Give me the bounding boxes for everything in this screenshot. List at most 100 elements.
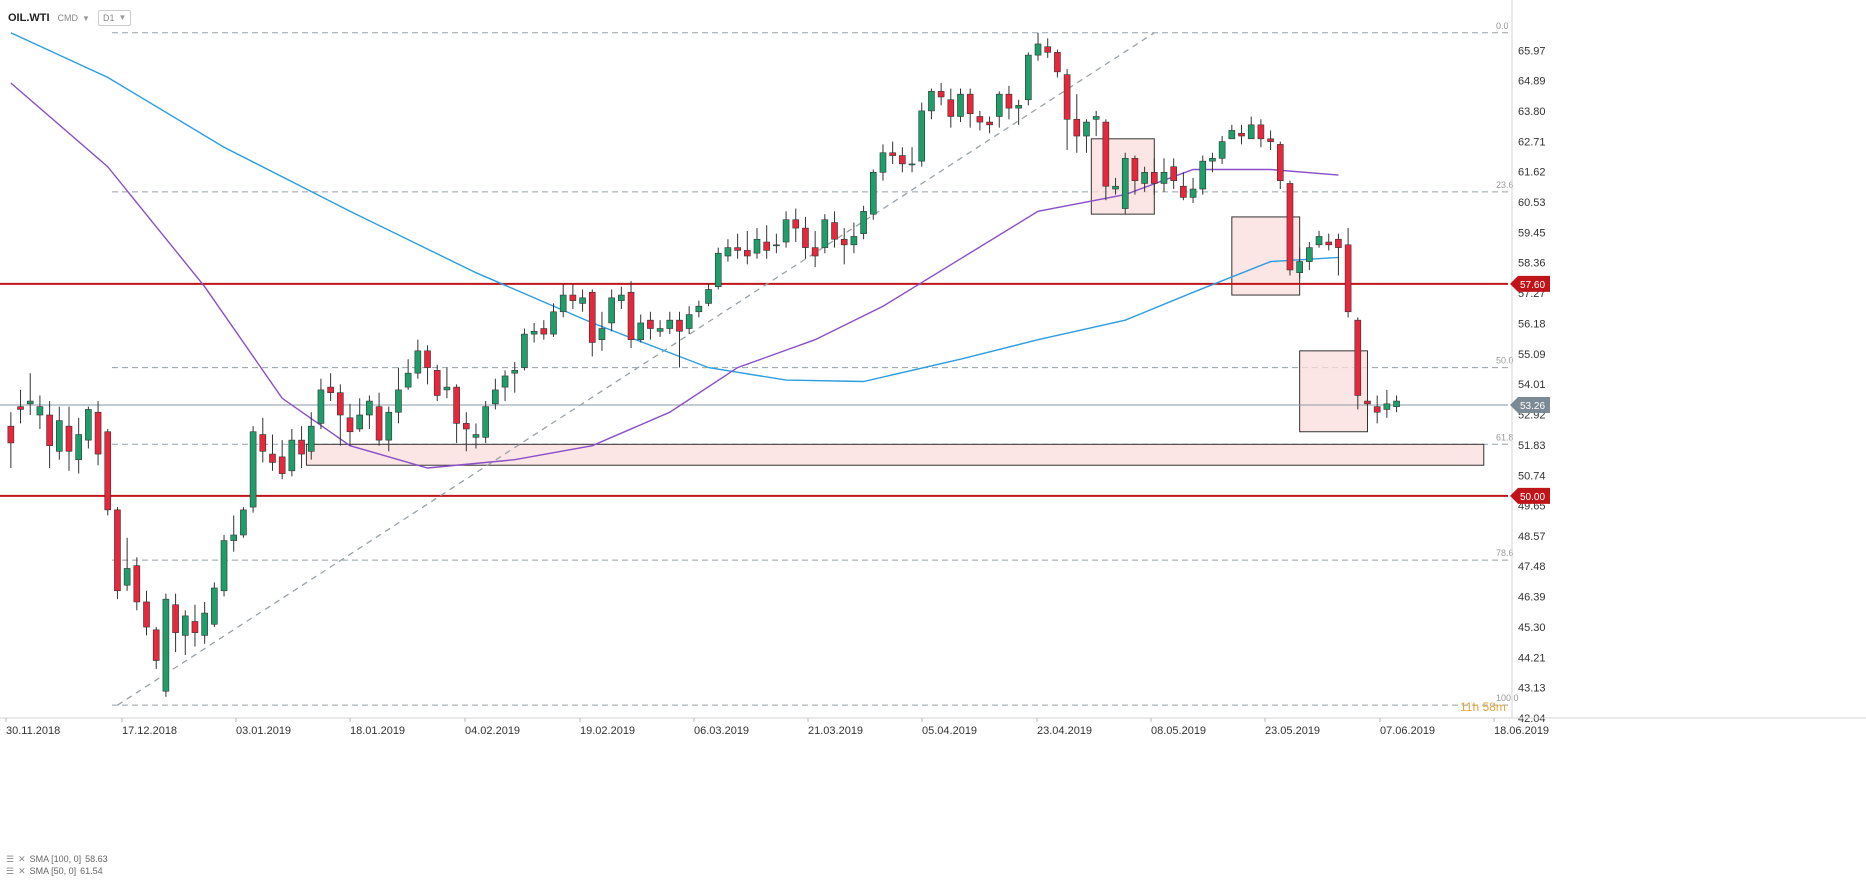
candle-up bbox=[1199, 155, 1207, 195]
candle-body bbox=[1296, 261, 1303, 274]
candle-down bbox=[424, 345, 431, 385]
candle-body bbox=[1189, 188, 1197, 198]
fib-level-label: 78.6 bbox=[1496, 548, 1514, 558]
candle-up bbox=[637, 314, 645, 343]
candle-up bbox=[879, 144, 887, 181]
candle-down bbox=[1005, 85, 1013, 120]
candle-up bbox=[511, 362, 519, 393]
candle-body bbox=[899, 155, 906, 165]
timeframe-select[interactable]: D1 ▼ bbox=[97, 10, 132, 26]
candle-body bbox=[172, 604, 179, 633]
candle-body bbox=[46, 414, 53, 447]
candle-up bbox=[1247, 116, 1255, 140]
lower-level-tag: 50.00 bbox=[1510, 487, 1550, 504]
legend-sma50[interactable]: ☰ ✕ SMA [50, 0] 61.54 bbox=[6, 865, 108, 877]
candle-down bbox=[1257, 119, 1265, 148]
candle-body bbox=[1005, 93, 1013, 109]
candle-body bbox=[1209, 158, 1216, 162]
candle-body bbox=[530, 331, 538, 335]
trendline-layer bbox=[117, 32, 1155, 706]
legend-sma100[interactable]: ☰ ✕ SMA [100, 0] 58.63 bbox=[6, 853, 108, 865]
candle-body bbox=[424, 350, 431, 368]
candle-body bbox=[1015, 105, 1022, 109]
sma-layer bbox=[10, 32, 1339, 469]
candle-down bbox=[1276, 141, 1284, 190]
candle-body bbox=[259, 434, 267, 452]
candle-body bbox=[123, 568, 131, 586]
candle-up bbox=[1083, 119, 1090, 153]
x-tick-label: 21.03.2019 bbox=[808, 725, 863, 737]
candle-down bbox=[94, 401, 102, 466]
candle-down bbox=[104, 428, 112, 516]
candle-up bbox=[850, 222, 858, 254]
y-tick-label: 45.30 bbox=[1518, 622, 1546, 634]
y-tick-label: 51.83 bbox=[1518, 440, 1546, 452]
candle-down bbox=[453, 384, 460, 443]
candle-up bbox=[55, 406, 63, 460]
candle-body bbox=[588, 291, 596, 343]
candle-up bbox=[579, 289, 586, 312]
candle-down bbox=[1286, 180, 1294, 276]
candle-up bbox=[492, 378, 499, 410]
candle-up bbox=[608, 289, 615, 332]
candle-body bbox=[1160, 171, 1168, 184]
candle-body bbox=[75, 434, 82, 460]
candle-body bbox=[482, 406, 489, 438]
candle-body bbox=[395, 389, 402, 413]
candle-up bbox=[521, 328, 528, 371]
candle-up bbox=[714, 247, 722, 290]
candle-body bbox=[85, 409, 92, 441]
candle-body bbox=[104, 431, 112, 511]
close-icon[interactable]: ✕ bbox=[18, 866, 26, 876]
candle-down bbox=[17, 389, 24, 424]
candle-body bbox=[501, 375, 509, 388]
candle-up bbox=[1306, 242, 1313, 270]
candle-down bbox=[269, 434, 276, 471]
candle-body bbox=[201, 612, 208, 636]
candle-up bbox=[317, 378, 325, 429]
candle-body bbox=[957, 93, 964, 117]
candle-body bbox=[608, 297, 615, 324]
candle-down bbox=[46, 401, 53, 469]
candle-body bbox=[162, 598, 170, 692]
candle-up bbox=[908, 147, 916, 173]
candle-body bbox=[220, 540, 228, 592]
candle-body bbox=[627, 291, 635, 340]
candle-body bbox=[337, 392, 344, 416]
y-tick-label: 50.74 bbox=[1518, 470, 1546, 482]
instrument-type-select[interactable]: CMD ▼ bbox=[58, 13, 90, 23]
candle-up bbox=[482, 401, 489, 443]
candle-body bbox=[1335, 238, 1342, 248]
candle-down bbox=[346, 403, 354, 446]
menu-icon[interactable]: ☰ bbox=[6, 866, 15, 876]
chevron-down-icon: ▼ bbox=[82, 13, 90, 23]
candle-body bbox=[1267, 138, 1274, 142]
candle-up bbox=[1393, 395, 1400, 413]
candle-body bbox=[821, 219, 829, 248]
candle-up bbox=[1092, 110, 1100, 137]
candle-body bbox=[366, 400, 373, 416]
candle-up bbox=[753, 228, 761, 259]
x-tick-label: 19.02.2019 bbox=[580, 725, 635, 737]
sma100-name: SMA [100, 0] bbox=[29, 854, 82, 864]
candle-body bbox=[521, 333, 528, 368]
menu-icon[interactable]: ☰ bbox=[6, 854, 15, 864]
candle-down bbox=[763, 225, 770, 259]
candle-body bbox=[462, 423, 470, 430]
candle-body bbox=[7, 425, 15, 444]
close-icon[interactable]: ✕ bbox=[18, 854, 26, 864]
candle-up bbox=[1034, 32, 1042, 61]
candle-down bbox=[627, 281, 635, 349]
candle-up bbox=[181, 610, 189, 655]
current-price-tag: 53.26 bbox=[1510, 396, 1550, 413]
candle-up bbox=[685, 306, 693, 335]
x-tick-label: 17.12.2018 bbox=[122, 725, 177, 737]
x-tick-label: 04.02.2019 bbox=[465, 725, 520, 737]
candle-body bbox=[540, 328, 548, 335]
candle-body bbox=[269, 453, 276, 463]
candle-body bbox=[307, 425, 315, 452]
candle-down bbox=[143, 590, 150, 636]
candle-body bbox=[1325, 241, 1333, 246]
candle-up bbox=[695, 300, 703, 318]
